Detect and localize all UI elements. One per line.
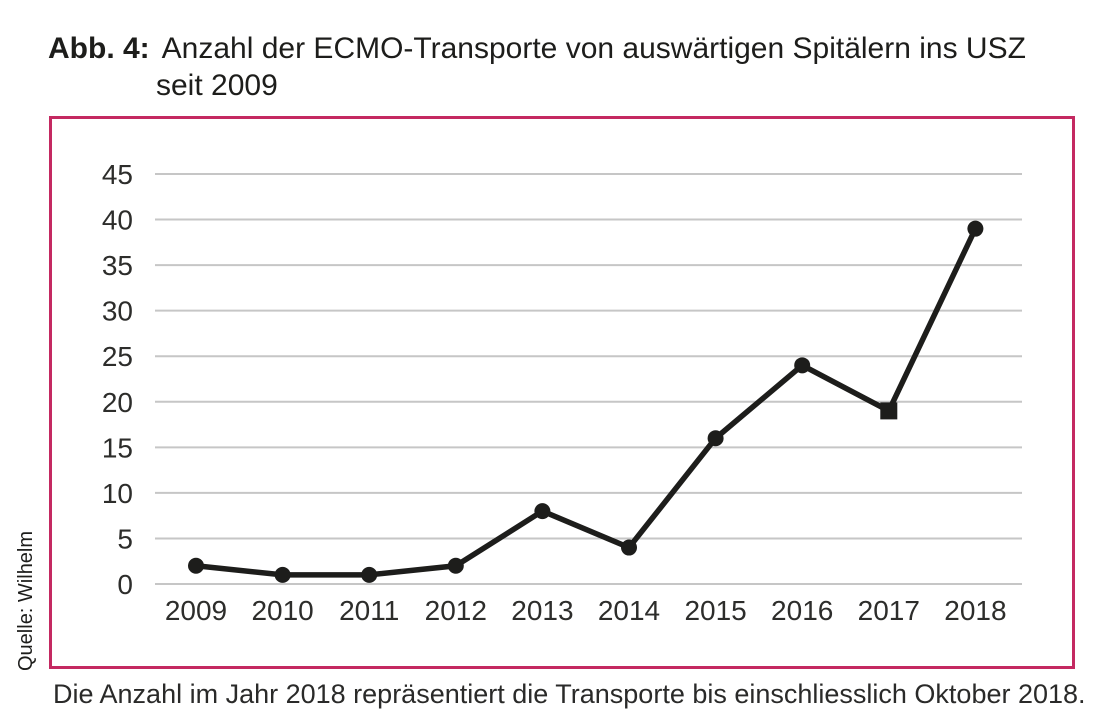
x-tick-label: 2010 [251, 595, 313, 626]
x-tick-label: 2013 [511, 595, 573, 626]
y-tick-label: 20 [102, 387, 133, 418]
y-tick-label: 0 [117, 569, 133, 600]
x-tick-label: 2011 [339, 595, 399, 626]
figure-caption: Die Anzahl im Jahr 2018 repräsentiert di… [53, 679, 1086, 709]
x-tick-label: 2012 [425, 595, 487, 626]
x-tick-label: 2017 [858, 595, 920, 626]
data-point [361, 566, 378, 583]
y-tick-label: 35 [102, 250, 133, 281]
y-tick-label: 25 [102, 341, 133, 372]
source-label: Quelle: Wilhelm [15, 530, 37, 671]
x-tick-label: 2009 [165, 595, 227, 626]
data-line [195, 227, 978, 578]
y-tick-label: 30 [102, 296, 133, 327]
figure-title-line1: Anzahl der ECMO-Transporte von auswärtig… [161, 32, 1026, 65]
y-tick-label: 45 [102, 159, 133, 190]
data-point-square [880, 402, 898, 420]
figure-label: Abb. 4: [48, 32, 150, 65]
line-chart: 0 5 10 15 20 25 30 35 40 45 2009 2010 2011 2012 2013 20… [102, 159, 1022, 626]
figure-title-line2: seit 2009 [156, 69, 278, 102]
data-point [274, 566, 291, 583]
data-point [967, 220, 984, 237]
data-point [447, 557, 464, 574]
figure-title: Abb. 4: Anzahl der ECMO-Transporte von au… [48, 30, 1100, 104]
data-point [621, 539, 637, 556]
x-tick-label: 2014 [598, 595, 660, 626]
x-tick-label: 2016 [771, 595, 833, 626]
y-tick-label: 10 [102, 478, 133, 509]
chart-frame: 0 5 10 15 20 25 30 35 40 45 2009 2010 2011 2012 2013 20… [49, 116, 1075, 669]
x-tick-label: 2015 [684, 595, 746, 626]
x-tick-label: 2018 [944, 595, 1006, 626]
data-point [794, 357, 811, 374]
data-point [707, 430, 724, 447]
data-point [188, 557, 204, 574]
y-tick-label: 40 [102, 205, 133, 236]
y-tick-label: 15 [102, 432, 133, 463]
data-point [534, 503, 551, 520]
y-tick-label: 5 [117, 523, 133, 554]
